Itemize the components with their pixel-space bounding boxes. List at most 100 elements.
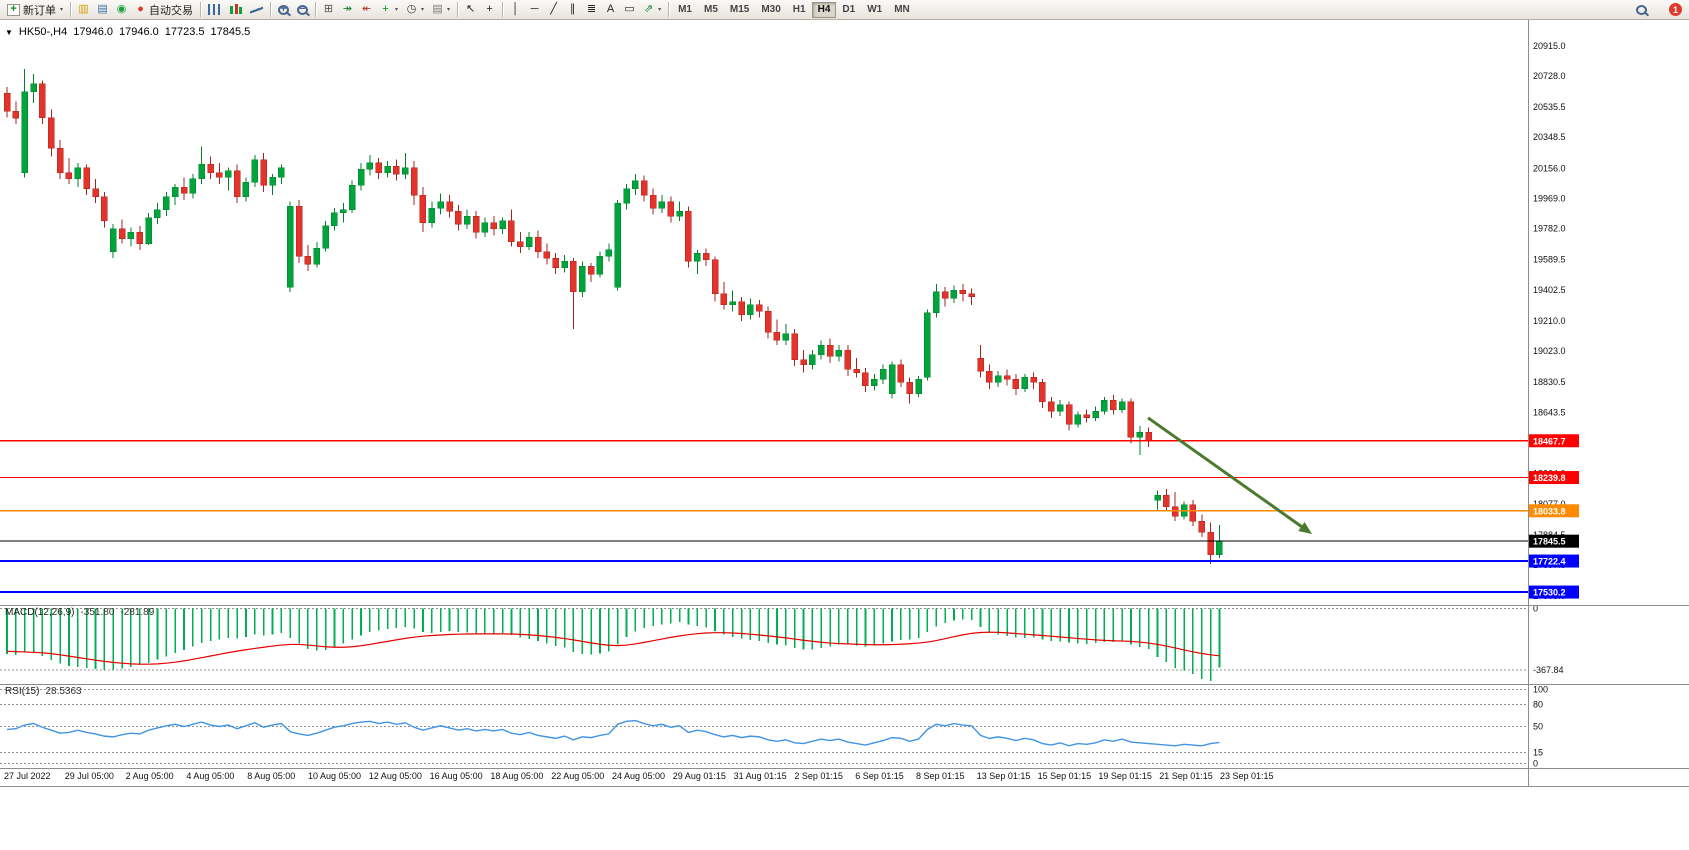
- timeframe-mn-button[interactable]: MN: [894, 4, 910, 15]
- rsi-line: [6, 719, 1220, 747]
- zoom-out-icon: −: [297, 4, 309, 15]
- channel-button[interactable]: ∥: [563, 1, 582, 19]
- price-level-lines[interactable]: [0, 440, 1528, 593]
- svg-text:17845.5: 17845.5: [1533, 537, 1566, 547]
- auto-scroll-button[interactable]: ↠: [338, 1, 357, 19]
- timeframe-m30-button[interactable]: M30: [761, 4, 781, 15]
- rsi-panel: 100 80 50 15 0: [0, 684, 1548, 769]
- text-label-icon: ▭: [624, 3, 635, 15]
- price-scale-tick: 20348.5: [1533, 132, 1566, 142]
- refresh-button[interactable]: ◉: [112, 1, 131, 19]
- periods-icon: ◷: [406, 3, 417, 15]
- price-tag-18033.8: 18033.8: [1529, 504, 1579, 518]
- horizontal-line-button[interactable]: ─: [525, 1, 544, 19]
- time-scale-label: 16 Aug 05:00: [430, 771, 483, 781]
- chart-window-icon: ▥: [78, 3, 89, 15]
- price-scale-tick: 20915.0: [1533, 41, 1566, 51]
- svg-text:17530.2: 17530.2: [1533, 588, 1566, 598]
- price-scale-tick: 19023.0: [1533, 346, 1566, 356]
- arrows-button[interactable]: ⇗ ▾: [639, 1, 665, 19]
- timeframe-d1-button[interactable]: D1: [842, 4, 856, 15]
- trendline-button[interactable]: ╱: [544, 1, 563, 19]
- price-scale[interactable]: 20915.0 20728.0 20535.5 20348.5 20156.0 19969…: [1529, 41, 1579, 601]
- indicators-button[interactable]: + ▾: [376, 1, 402, 19]
- time-scale-label: 2 Sep 01:15: [794, 771, 843, 781]
- macd-value: -351.80: [80, 607, 115, 618]
- new-order-icon: +: [7, 3, 20, 16]
- text-icon: A: [606, 3, 615, 15]
- market-watch-button[interactable]: ▤: [93, 1, 112, 19]
- price-scale-tick: 20156.0: [1533, 163, 1566, 173]
- search-button[interactable]: [1632, 1, 1651, 19]
- tile-windows-button[interactable]: ⊞: [319, 1, 338, 19]
- auto-trading-icon: ●: [137, 3, 144, 15]
- bar-chart-button[interactable]: [204, 1, 225, 19]
- chart-title: HK50-,H4: [18, 26, 68, 38]
- dropdown-caret-icon: ▾: [421, 7, 425, 13]
- panel-dividers[interactable]: [0, 20, 1689, 787]
- timeframe-m15-button[interactable]: M15: [729, 4, 750, 15]
- vertical-line-icon: │: [512, 3, 519, 15]
- templates-button[interactable]: ▤ ▾: [428, 1, 454, 19]
- price-tag-17530.2: 17530.2: [1529, 585, 1579, 599]
- chart-header: ▼ HK50-,H4 17946.0 17946.0 17723.5 17845…: [5, 26, 250, 38]
- chart-shift-button[interactable]: ↞: [357, 1, 376, 19]
- toolbar-separator: [502, 2, 504, 17]
- toolbar-separator: [457, 2, 459, 17]
- chart-canvas[interactable]: 20915.0 20728.0 20535.5 20348.5 20156.0 19969…: [0, 20, 1689, 850]
- zoom-out-button[interactable]: −: [293, 1, 312, 19]
- time-scale-label: 23 Sep 01:15: [1220, 771, 1274, 781]
- timeframe-m1-button[interactable]: M1: [678, 4, 692, 15]
- text-label-button[interactable]: ▭: [620, 1, 639, 19]
- timeframe-h1-button[interactable]: H1: [792, 4, 806, 15]
- auto-trading-button[interactable]: ● 自动交易: [131, 1, 197, 19]
- rsi-value: 28.5363: [45, 686, 82, 697]
- price-scale-tick: 18643.5: [1533, 407, 1566, 417]
- fibonacci-button[interactable]: ≣: [582, 1, 601, 19]
- dropdown-caret-icon: ▾: [395, 7, 399, 13]
- one-click-trading-toggle[interactable]: ▼: [5, 27, 13, 37]
- macd-indicator-label: MACD(12,26,9) -351.80 -281.89: [5, 607, 154, 618]
- time-scale-label: 2 Aug 05:00: [126, 771, 174, 781]
- periods-button[interactable]: ◷ ▾: [402, 1, 428, 19]
- vertical-line-button[interactable]: │: [506, 1, 525, 19]
- price-scale-tick: 19402.5: [1533, 285, 1566, 295]
- new-order-button-label: 新订单: [23, 4, 56, 17]
- timeframe-m5-button[interactable]: M5: [703, 4, 718, 15]
- tile-windows-icon: ⊞: [323, 3, 334, 15]
- price-scale-tick: 19589.5: [1533, 255, 1566, 265]
- svg-text:18033.8: 18033.8: [1533, 506, 1566, 516]
- rsi-scale-tick: 50: [1533, 722, 1543, 732]
- zoom-in-button[interactable]: +: [274, 1, 293, 19]
- price-scale-tick: 19210.0: [1533, 316, 1566, 326]
- toolbar-separator: [70, 2, 72, 17]
- crosshair-button[interactable]: +: [480, 1, 499, 19]
- price-scale-tick: 18077.0: [1533, 499, 1566, 509]
- auto-trading-button-label: 自动交易: [149, 4, 194, 17]
- new-order-button[interactable]: + 新订单 ▾: [3, 1, 67, 19]
- svg-text:18467.7: 18467.7: [1533, 436, 1566, 446]
- candlestick-series: [3, 69, 1223, 564]
- fibonacci-icon: ≣: [586, 3, 597, 15]
- time-scale-label: 6 Sep 01:15: [855, 771, 904, 781]
- price-tag-18239.8: 18239.8: [1529, 471, 1579, 485]
- notifications-button[interactable]: 1: [1651, 1, 1686, 19]
- candlestick-chart-button[interactable]: [225, 1, 246, 19]
- time-scale[interactable]: 27 Jul 2022 29 Jul 05:00 2 Aug 05:00 4 Aug …: [4, 771, 1274, 781]
- time-scale-label: 29 Aug 01:15: [673, 771, 726, 781]
- crosshair-icon: +: [486, 3, 493, 15]
- line-chart-button[interactable]: [246, 1, 267, 19]
- time-scale-label: 4 Aug 05:00: [186, 771, 234, 781]
- price-scale-tick: 18830.5: [1533, 377, 1566, 387]
- timeframe-h4-button[interactable]: H4: [811, 1, 837, 18]
- rsi-scale-tick: 100: [1533, 684, 1548, 694]
- price-scale-tick: 19969.0: [1533, 193, 1566, 203]
- cursor-button[interactable]: ↖: [461, 1, 480, 19]
- text-button[interactable]: A: [601, 1, 620, 19]
- timeframe-w1-button[interactable]: W1: [867, 4, 883, 15]
- charts-window-button[interactable]: ▥: [74, 1, 93, 19]
- toolbar-separator: [270, 2, 272, 17]
- svg-text:18239.8: 18239.8: [1533, 473, 1566, 483]
- trend-arrow[interactable]: [1147, 416, 1312, 534]
- time-scale-label: 15 Sep 01:15: [1038, 771, 1092, 781]
